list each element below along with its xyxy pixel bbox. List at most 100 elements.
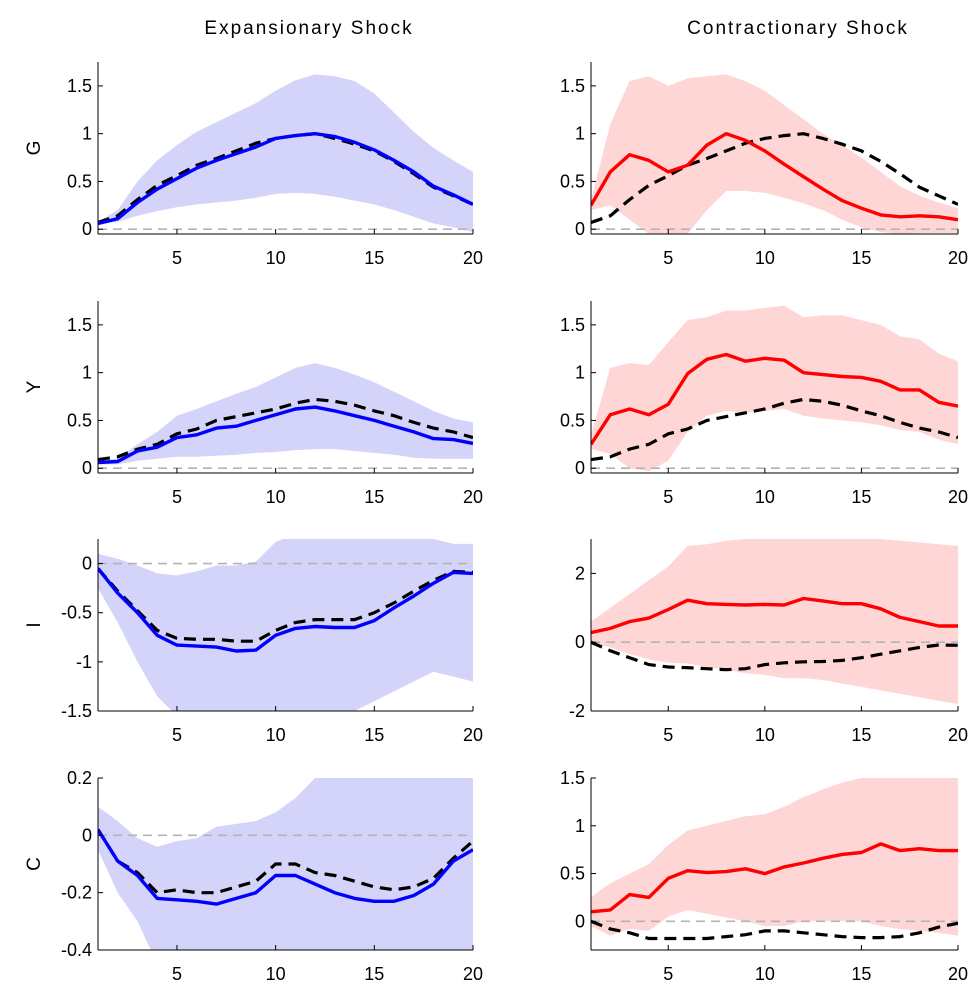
- benchmark-line: [591, 640, 958, 672]
- y-tick-label: 1.5: [560, 76, 585, 96]
- panel-I-expansionary: 5 10 15 20 0 -0.5 -1 -1.5 I: [24, 539, 483, 745]
- x-tick-label: 15: [364, 487, 384, 507]
- row-label: Y: [24, 380, 45, 393]
- plot-area: [98, 778, 473, 950]
- plot-area: [98, 363, 473, 470]
- col-title-expansionary: Expansionary Shock: [204, 18, 413, 39]
- y-tick-label: 0.5: [67, 171, 92, 191]
- confidence-band: [591, 74, 958, 234]
- x-tick-label: 10: [266, 964, 286, 984]
- y-tick-label: 1.5: [560, 315, 585, 335]
- x-tick-label: 10: [266, 725, 286, 745]
- y-tick-label: 1.5: [560, 768, 585, 788]
- y-tick-label: 0.2: [67, 768, 92, 788]
- y-tick-label: -0.5: [61, 603, 92, 623]
- x-tick-label: 5: [172, 248, 182, 268]
- x-tick-label: 10: [755, 487, 775, 507]
- y-tick-label: 0.5: [67, 410, 92, 430]
- confidence-band: [98, 74, 473, 233]
- x-tick-label: 5: [663, 964, 673, 984]
- y-tick-label: 0: [575, 458, 585, 478]
- y-tick-label: 0: [82, 825, 92, 845]
- x-tick-label: 15: [851, 725, 871, 745]
- y-tick-label: 0: [575, 911, 585, 931]
- y-tick-label: -1.5: [61, 701, 92, 721]
- y-tick-label: -2: [569, 701, 585, 721]
- x-tick-label: 10: [755, 725, 775, 745]
- impulse-response-line: [591, 596, 958, 635]
- impulse-response-line: [98, 567, 473, 653]
- x-tick-label: 5: [172, 964, 182, 984]
- x-tick-label: 20: [463, 725, 483, 745]
- panel-G-contractionary: 5 10 15 20 0 0.5 1 1.5: [560, 62, 968, 268]
- y-tick-label: 0.5: [560, 410, 585, 430]
- x-tick-label: 10: [755, 964, 775, 984]
- row-label: C: [24, 857, 45, 871]
- plot-area: [98, 539, 473, 711]
- y-tick-label: 0.5: [560, 864, 585, 884]
- y-tick-label: 0: [575, 632, 585, 652]
- plot-area: [591, 74, 958, 234]
- y-tick-label: 1: [575, 816, 585, 836]
- y-tick-label: 0: [82, 458, 92, 478]
- x-tick-label: 20: [463, 964, 483, 984]
- x-tick-label: 5: [663, 725, 673, 745]
- y-tick-label: -0.2: [61, 883, 92, 903]
- row-label: I: [24, 622, 45, 627]
- plot-area: [591, 305, 958, 472]
- x-tick-label: 5: [663, 487, 673, 507]
- x-tick-label: 15: [364, 964, 384, 984]
- y-tick-label: -1: [76, 652, 92, 672]
- x-tick-label: 20: [948, 248, 968, 268]
- panel-C-expansionary: 5 10 15 20 0.2 0 -0.2 -0.4 C: [24, 768, 483, 984]
- x-tick-label: 15: [851, 487, 871, 507]
- x-tick-label: 20: [463, 487, 483, 507]
- row-label: G: [24, 141, 45, 156]
- y-tick-label: 0.5: [560, 171, 585, 191]
- y-tick-label: 1: [82, 124, 92, 144]
- y-tick-label: 0: [82, 219, 92, 239]
- confidence-band: [98, 778, 473, 950]
- x-tick-label: 20: [948, 725, 968, 745]
- y-tick-label: 1: [575, 124, 585, 144]
- x-tick-label: 15: [851, 964, 871, 984]
- plot-area: [591, 539, 958, 705]
- benchmark-line: [591, 397, 958, 462]
- benchmark-line: [98, 567, 473, 643]
- x-tick-label: 5: [663, 248, 673, 268]
- x-tick-label: 10: [266, 248, 286, 268]
- plot-area: [591, 778, 958, 941]
- x-tick-label: 20: [463, 248, 483, 268]
- y-tick-label: -0.4: [61, 940, 92, 960]
- y-tick-label: 1: [82, 363, 92, 383]
- y-tick-label: 2: [575, 563, 585, 583]
- impulse-response-line: [98, 405, 473, 465]
- impulse-response-line: [591, 842, 958, 914]
- x-tick-label: 15: [364, 248, 384, 268]
- panel-Y-contractionary: 5 10 15 20 0 0.5 1 1.5: [560, 301, 968, 507]
- panel-C-contractionary: 5 10 15 20 1.5 1 0.5 0: [560, 768, 968, 984]
- panel-Y-expansionary: 5 10 15 20 0 0.5 1 1.5 Y: [24, 301, 483, 507]
- x-tick-label: 20: [948, 487, 968, 507]
- x-tick-label: 15: [851, 248, 871, 268]
- impulse-response-line: [591, 352, 958, 446]
- x-tick-label: 5: [172, 725, 182, 745]
- impulse-response-line: [98, 828, 473, 906]
- y-tick-label: 0: [575, 219, 585, 239]
- impulse-response-line: [591, 131, 958, 222]
- benchmark-line: [98, 397, 473, 462]
- impulse-response-line: [98, 131, 473, 226]
- x-tick-label: 20: [948, 964, 968, 984]
- confidence-band: [98, 363, 473, 465]
- x-tick-label: 15: [364, 725, 384, 745]
- x-tick-label: 10: [755, 248, 775, 268]
- y-tick-label: 1.5: [67, 315, 92, 335]
- confidence-band: [591, 539, 958, 705]
- plot-area: [98, 74, 473, 233]
- confidence-band: [98, 539, 473, 711]
- benchmark-line: [591, 919, 958, 941]
- x-tick-label: 10: [266, 487, 286, 507]
